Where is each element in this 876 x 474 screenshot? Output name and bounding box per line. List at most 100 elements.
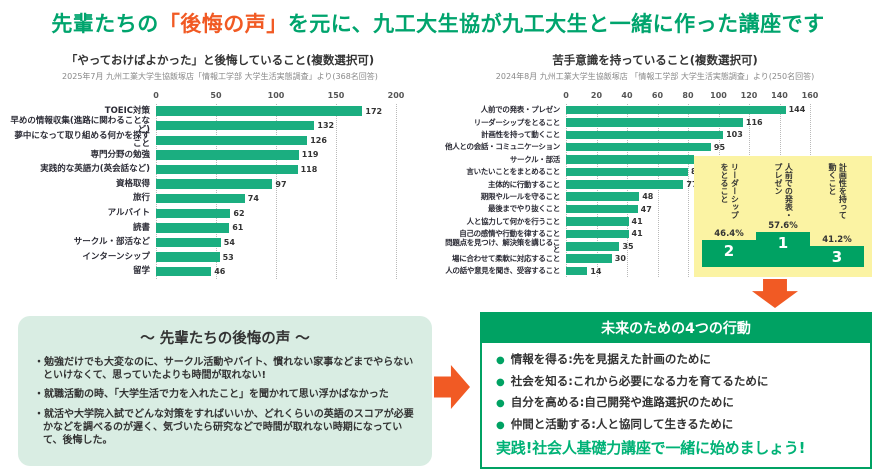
podium-rank3-block: 3	[810, 246, 864, 267]
bar	[156, 135, 308, 146]
action-item-3-text: 自分を高める:自己開発や進路選択のために	[510, 395, 734, 409]
gridline	[566, 103, 567, 278]
bar	[566, 167, 688, 177]
bar-value-label: 144	[788, 105, 806, 115]
bar	[156, 237, 221, 248]
chart-body: 0 50 100 150 200 TOEIC対策 172 早めの情報収集(進路に関わることな…	[6, 91, 434, 279]
four-actions-body: ● 情報を得る:先を見据えた計画のために ● 社会を知る:これから必要になる力を…	[482, 343, 870, 462]
bar-value-label: 103	[726, 130, 743, 140]
chart-subtitle: 2025年7月 九州工業大学生協飯塚店「情報工学部 大学生活実態調査」より(36…	[62, 71, 378, 81]
gridline	[276, 103, 277, 279]
bar-row: 場に合わせて柔軟に対応すること 30	[438, 252, 872, 264]
gridline	[688, 103, 689, 278]
bar-track: 53	[156, 252, 396, 262]
x-tick-label: 20	[590, 90, 603, 100]
bar-row: 人と協力して何かを行うこと 41	[438, 215, 872, 227]
x-tick-label: 200	[387, 90, 405, 100]
page-title: 先輩たちの「後悔の声」を元に、九工大生協が九工大生と一緒に作った講座です	[0, 8, 876, 38]
bar-value-label: 47	[640, 204, 652, 214]
x-tick-label: 80	[682, 90, 694, 100]
gridline	[627, 103, 628, 278]
category-label: アルバイト	[107, 208, 150, 218]
bar-row: 早めの情報収集(進路に関わることなど) 132	[6, 116, 434, 135]
podium-rank2-percent: 46.4%	[714, 229, 744, 239]
gridline	[156, 103, 157, 279]
bar-track: 61	[156, 223, 396, 233]
podium-rank2: リーダーシップをとること 46.4% 2	[702, 163, 756, 267]
bar-track: 172	[156, 106, 396, 116]
bar	[156, 120, 315, 131]
bar-value-label: 35	[622, 241, 634, 251]
regret-bar-chart: 「やっておけばよかった」と後悔していること(複数選択可) 2025年7月 九州工…	[6, 53, 434, 279]
bar-value-label: 46	[214, 267, 226, 277]
bar	[156, 208, 231, 218]
bar-row: 専門分野の勉強 119	[6, 148, 434, 163]
bar	[156, 150, 299, 160]
bar-track: 132	[156, 120, 396, 131]
bar	[566, 192, 640, 201]
action-item-1-text: 情報を得る:先を見据えた計画のために	[510, 352, 711, 366]
page-title-suffix: を元に、九工大生協が九工大生と一緒に作った講座です	[287, 12, 825, 36]
bullet-circle-icon: ●	[496, 398, 505, 409]
category-label: 実践的な英語力(英会話など)	[40, 164, 150, 175]
bar	[566, 105, 786, 115]
bar-value-label: 132	[317, 121, 335, 131]
bar-row: 主体的に行動すること 77	[438, 178, 872, 190]
x-tick-label: 120	[740, 90, 758, 100]
x-tick-label: 100	[710, 90, 727, 100]
podium-rank3: 計画性を持って動くこと 41.2% 3	[810, 163, 864, 267]
category-label: 留学	[132, 266, 150, 277]
bar-row: 読書 61	[6, 221, 434, 236]
x-tick-label: 150	[327, 90, 345, 100]
bullet-circle-icon: ●	[496, 355, 505, 366]
bar-track: 47	[566, 205, 810, 214]
bar	[566, 118, 743, 127]
bar-value-label: 54	[223, 237, 235, 247]
category-label: 早めの情報収集(進路に関わることなど)	[10, 116, 150, 135]
x-axis: 0 50 100 150 200	[153, 90, 404, 104]
bar-track: 116	[566, 118, 810, 127]
regret-voices-box: ～ 先輩たちの後悔の声 ～ ・勉強だけでも大変なのに、サークル活動やバイト、慣れ…	[18, 316, 432, 466]
bar	[566, 180, 684, 189]
x-tick-label: 0	[563, 90, 569, 100]
down-arrow-icon	[752, 279, 798, 308]
gridline	[396, 103, 397, 279]
regret-bullet-2: ・就職活動の時、「大学生活で力を入れたこと」を聞かれて思い浮かばなかった	[34, 389, 389, 401]
bar-row: 計画性を持って動くこと 103	[438, 129, 872, 141]
x-tick-label: 50	[210, 90, 222, 100]
bar-value-label: 126	[310, 135, 327, 145]
bar	[566, 155, 695, 164]
bar-track: 77	[566, 180, 810, 189]
bar	[566, 229, 629, 239]
category-label: 計画性を持って動くこと	[481, 130, 560, 140]
bar-track: 95	[566, 143, 810, 152]
category-label: 言いたいことをまとめること	[466, 167, 560, 177]
category-label: 資格取得	[115, 178, 150, 189]
action-item-2-text: 社会を知る:これから必要になる力を育てるために	[510, 373, 769, 388]
bar-value-label: 62	[233, 208, 245, 218]
bar-track: 30	[566, 254, 810, 263]
category-label: サークル・部活	[509, 154, 560, 164]
podium-rank1: 人前での発表・プレゼン 57.6% 1	[756, 163, 810, 267]
category-label: リーダーシップをとること	[473, 117, 561, 127]
bullet-circle-icon: ●	[496, 376, 505, 388]
bar-track: 74	[156, 193, 396, 204]
bar-track: 14	[566, 267, 810, 276]
chart-title: 苦手意識を持っていること(複数選択可)	[552, 53, 758, 67]
bar-row: 留学 46	[6, 264, 434, 279]
bar	[566, 242, 620, 251]
bar-value-label: 119	[301, 150, 319, 160]
bar-row: サークル・部活など 54	[6, 235, 434, 250]
bar-row: 旅行 74	[6, 191, 434, 206]
bar-track: 118	[156, 164, 396, 175]
bar-value-label: 30	[614, 254, 626, 264]
bar	[566, 266, 588, 276]
category-label: 他人との会話・コミュニケーション	[445, 142, 560, 152]
category-label: 問題点を見つけ、解決策を講じること	[445, 237, 560, 255]
gridline	[336, 103, 337, 279]
gridline	[216, 103, 217, 279]
bar	[566, 254, 612, 263]
category-label: 旅行	[132, 193, 150, 204]
action-item-4-text: 仲間と活動する:人と協同して生きるために	[510, 416, 734, 431]
bar-row: 問題点を見つけ、解決策を講じること 35	[438, 237, 872, 255]
